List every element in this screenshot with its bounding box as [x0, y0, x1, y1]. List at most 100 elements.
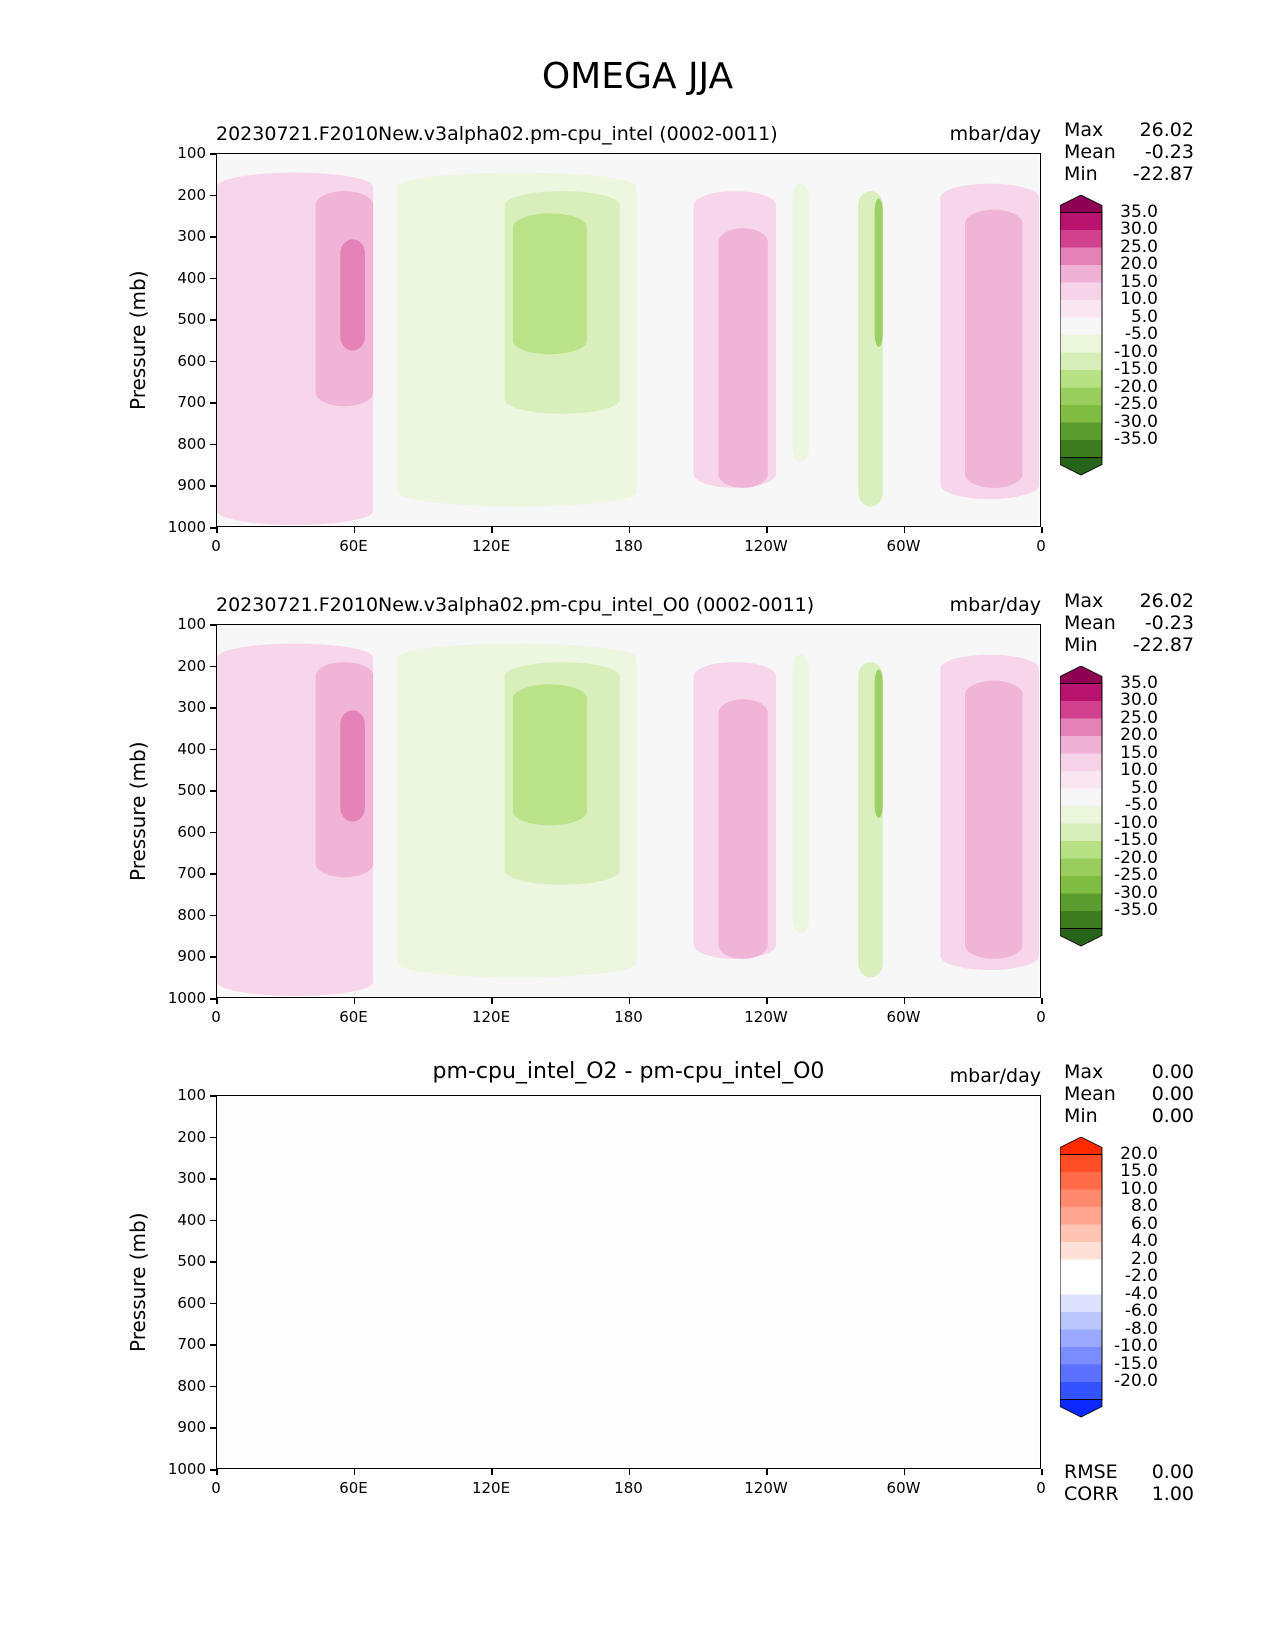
- colorbar-label: 15.0: [1120, 1161, 1158, 1181]
- stat-max-value: 26.02: [1139, 119, 1194, 141]
- contour-fill: [340, 239, 365, 351]
- stat-rmse-label: RMSE: [1064, 1461, 1118, 1483]
- x-tick-mark: [491, 998, 493, 1004]
- colorbar-label: 10.0: [1120, 289, 1158, 309]
- colorbar-label: 35.0: [1120, 201, 1158, 222]
- y-tick-mark: [210, 194, 216, 197]
- x-tick-label: 180: [614, 1479, 643, 1497]
- contour-fill: [874, 198, 883, 347]
- y-tick-label: 600: [177, 1293, 206, 1312]
- extra-stats-box: RMSE 0.00 CORR 1.00: [1064, 1461, 1194, 1505]
- colorbar-label: -5.0: [1124, 795, 1158, 815]
- contour-fill: [965, 209, 1023, 488]
- y-tick-label: 500: [177, 310, 206, 329]
- colorbar-segment: [1060, 230, 1102, 248]
- colorbar-segment: [1060, 1277, 1102, 1295]
- stat-max-label: Max: [1064, 590, 1104, 612]
- colorbar-segment: [1060, 212, 1102, 230]
- colorbar-label: -15.0: [1114, 359, 1158, 379]
- colorbar-segment: [1060, 683, 1102, 701]
- x-tick-label: 120E: [471, 1479, 511, 1497]
- colorbar-segment: [1060, 1347, 1102, 1365]
- colorbar-label: -4.0: [1124, 1283, 1158, 1304]
- colorbar-label: 10.0: [1120, 1178, 1158, 1199]
- contour-fill: [512, 684, 587, 826]
- colorbar-label: -8.0: [1124, 1318, 1158, 1339]
- x-tick-label: 120E: [471, 537, 511, 555]
- y-tick-mark: [210, 236, 216, 238]
- colorbar-segment: [1060, 911, 1102, 929]
- y-tick-label: 800: [177, 434, 206, 453]
- stat-mean-label: Mean: [1064, 141, 1116, 163]
- stat-min-value: 0.00: [1151, 1105, 1194, 1127]
- colorbar-segment: [1060, 666, 1103, 684]
- colorbar-segment: [1060, 736, 1102, 754]
- panel-title: pm-cpu_intel_O2 - pm-cpu_intel_O0: [432, 1059, 825, 1084]
- colorbar-segment: [1060, 440, 1102, 458]
- colorbar-segment: [1060, 753, 1102, 771]
- plot-svg: [217, 1096, 1042, 1470]
- colorbar-segment: [1060, 317, 1102, 335]
- x-tick-label: 0: [211, 1479, 221, 1497]
- contour-fill: [792, 183, 809, 462]
- stat-max: Max 26.02: [1064, 119, 1194, 141]
- colorbar-label: 25.0: [1120, 236, 1158, 257]
- y-tick-mark: [210, 277, 216, 280]
- y-tick-label: 400: [177, 739, 206, 758]
- y-tick-mark: [210, 956, 216, 958]
- y-tick-label: 100: [177, 615, 206, 633]
- x-tick-mark: [491, 1469, 493, 1475]
- colorbar-segment: [1060, 352, 1102, 370]
- x-tick-mark: [216, 1469, 218, 1475]
- colorbar-label: -10.0: [1114, 341, 1158, 362]
- colorbar-segment: [1060, 195, 1103, 213]
- y-tick-mark: [210, 914, 216, 917]
- x-tick-mark: [628, 527, 630, 533]
- y-tick-mark: [210, 998, 216, 1000]
- x-tick-mark: [766, 527, 768, 533]
- contour-fill: [792, 654, 809, 933]
- colorbar-segment: [1060, 771, 1102, 789]
- y-tick-label: 300: [177, 1169, 206, 1188]
- x-tick-mark: [766, 1469, 768, 1475]
- colorbar-segment: [1060, 876, 1102, 894]
- units-label: mbar/day: [949, 1065, 1041, 1087]
- x-tick-label: 60W: [886, 1008, 921, 1026]
- colorbar-segment: [1060, 806, 1102, 824]
- y-tick-label: 1000: [167, 989, 206, 1007]
- x-tick-label: 0: [211, 537, 221, 555]
- colorbar-label: -15.0: [1114, 830, 1158, 850]
- stat-mean-value: -0.23: [1144, 141, 1194, 163]
- colorbar-segment: [1060, 718, 1102, 736]
- y-tick-label: 800: [177, 905, 206, 924]
- colorbar-segment: [1060, 335, 1102, 353]
- plot-area: [216, 624, 1042, 999]
- x-tick-label: 0: [1036, 1008, 1046, 1026]
- y-tick-mark: [210, 1469, 216, 1471]
- y-tick-label: 300: [177, 227, 206, 246]
- stat-mean: Mean -0.23: [1064, 612, 1194, 634]
- colorbar-segment: [1060, 788, 1102, 806]
- y-tick-mark: [210, 1302, 216, 1305]
- colorbar-label: 2.0: [1130, 1248, 1158, 1269]
- colorbar-label: 25.0: [1120, 707, 1158, 728]
- colorbar-label: -25.0: [1114, 865, 1158, 885]
- stat-max-label: Max: [1064, 1061, 1104, 1083]
- plot-svg: [217, 154, 1042, 528]
- colorbar-label: -20.0: [1114, 1371, 1158, 1391]
- colorbar-label: 8.0: [1130, 1196, 1158, 1216]
- colorbar-label: 20.0: [1120, 254, 1158, 274]
- plot-svg: [217, 625, 1042, 999]
- stat-mean-label: Mean: [1064, 1083, 1116, 1105]
- x-tick-mark: [1041, 1469, 1043, 1475]
- y-tick-label: 600: [177, 351, 206, 370]
- colorbar-segment: [1060, 265, 1102, 283]
- x-tick-label: 120W: [744, 537, 788, 555]
- stat-max-value: 26.02: [1139, 590, 1194, 612]
- stat-mean-value: 0.00: [1151, 1083, 1194, 1105]
- x-tick-label: 60E: [339, 1479, 368, 1497]
- stat-min: Min -22.87: [1064, 634, 1194, 656]
- x-tick-mark: [903, 1469, 905, 1475]
- units-label: mbar/day: [949, 123, 1041, 145]
- y-tick-label: 1000: [167, 1460, 206, 1478]
